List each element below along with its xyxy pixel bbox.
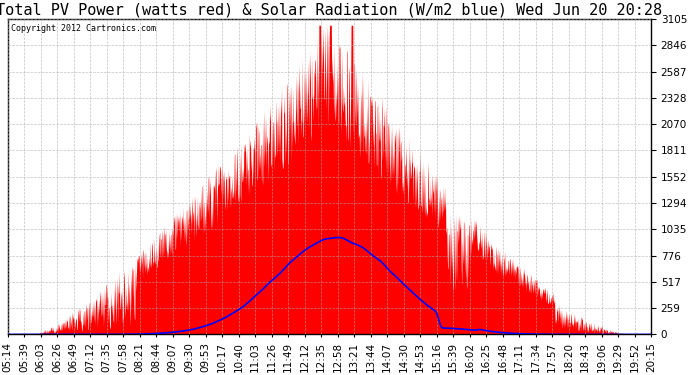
Text: Copyright 2012 Cartronics.com: Copyright 2012 Cartronics.com <box>11 24 156 33</box>
Title: Total PV Power (watts red) & Solar Radiation (W/m2 blue) Wed Jun 20 20:28: Total PV Power (watts red) & Solar Radia… <box>0 3 662 18</box>
